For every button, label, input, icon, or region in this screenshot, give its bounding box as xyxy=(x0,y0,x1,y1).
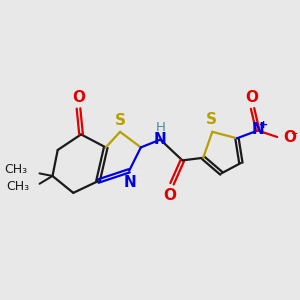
Text: H: H xyxy=(155,121,165,134)
Text: O: O xyxy=(163,188,176,203)
Text: N: N xyxy=(154,132,167,147)
Text: S: S xyxy=(115,113,126,128)
Text: CH₃: CH₃ xyxy=(5,163,28,176)
Text: CH₃: CH₃ xyxy=(6,180,29,193)
Text: O: O xyxy=(283,130,296,145)
Text: +: + xyxy=(259,120,268,130)
Text: S: S xyxy=(206,112,217,127)
Text: O: O xyxy=(72,90,85,105)
Text: O: O xyxy=(245,89,258,104)
Text: N: N xyxy=(124,176,137,190)
Text: ⁻: ⁻ xyxy=(290,129,298,143)
Text: N: N xyxy=(251,122,264,137)
